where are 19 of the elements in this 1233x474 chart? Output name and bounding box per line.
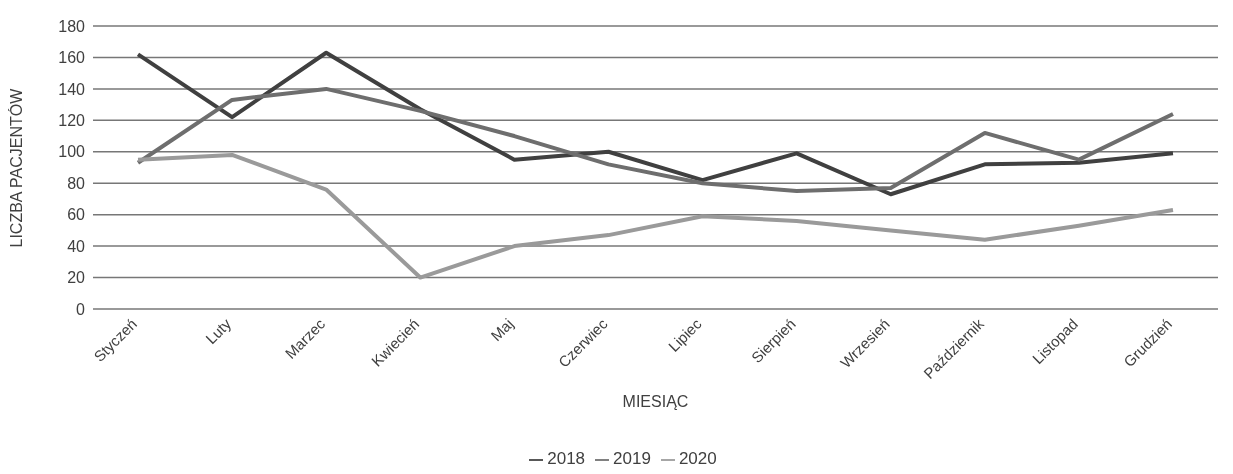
y-tick-label: 0 xyxy=(76,300,86,318)
x-tick-label: Luty xyxy=(202,314,235,348)
y-tick-label: 140 xyxy=(58,80,86,98)
y-tick-label: 160 xyxy=(58,49,86,67)
y-tick-label: 80 xyxy=(67,174,86,192)
y-tick-label: 100 xyxy=(58,143,86,161)
y-tick-label: 20 xyxy=(67,269,86,287)
legend-label: 2019 xyxy=(613,449,651,468)
y-tick-label: 60 xyxy=(67,206,86,224)
legend-label: 2020 xyxy=(678,449,717,468)
line-series xyxy=(136,50,1175,197)
y-tick-label: 180 xyxy=(58,17,86,35)
line-series xyxy=(136,152,1175,280)
y-tick-label: 40 xyxy=(67,237,86,255)
y-tick-label: 120 xyxy=(58,112,86,130)
legend-label: 2018 xyxy=(547,449,586,468)
y-axis-title: LICZBA PACJENTÓW xyxy=(6,87,25,248)
x-tick-label: Maj xyxy=(487,315,517,345)
x-axis-title: MIESIĄC xyxy=(622,393,689,410)
